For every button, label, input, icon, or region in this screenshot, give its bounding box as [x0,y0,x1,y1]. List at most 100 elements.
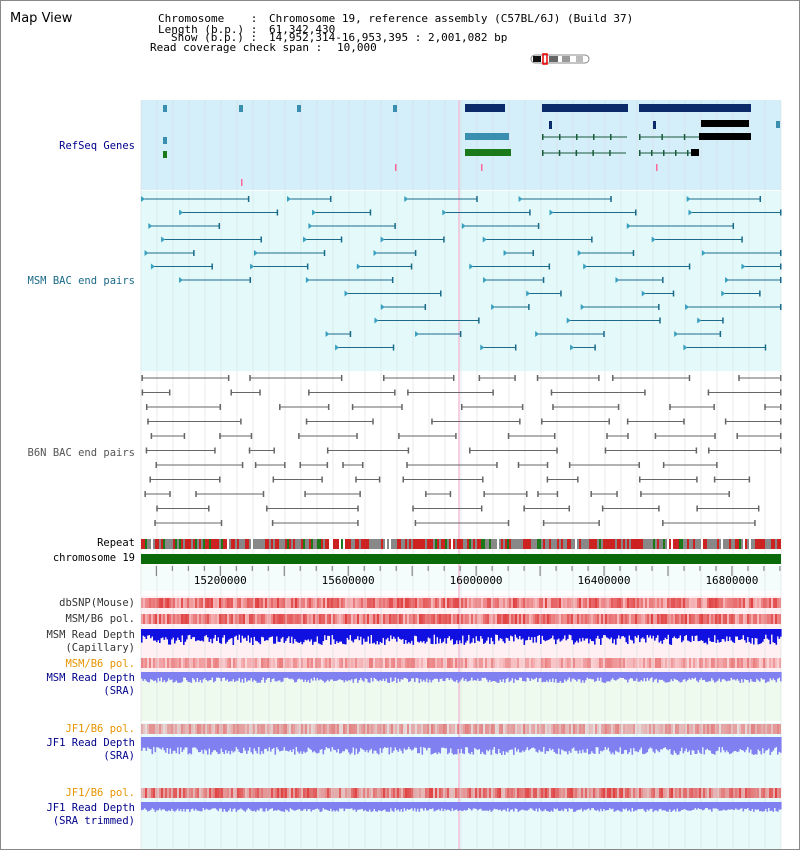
msm-capillary-depth-bar [234,629,236,637]
msm-capillary-depth-bar [490,629,493,638]
track-label-jf1-depth-sra[interactable]: JF1 Read Depth [46,737,135,749]
msm-b6-pol-heat-2 [275,658,277,668]
msm-capillary-depth-bar [640,629,643,639]
show-value: 14,952,314-16,953,395 : 2,001,082 bp [269,31,508,44]
repeat-segment [751,539,753,549]
jf1-trimmed-depth-bar [265,802,268,809]
dbsnp-heat [277,598,279,608]
jf1-b6-pol-heat [333,724,335,734]
repeat-segment [693,539,695,549]
dbsnp-heat [629,598,631,608]
track-label-b6n-bac[interactable]: B6N BAC end pairs [27,447,135,459]
jf1-trimmed-depth-bar [730,802,733,810]
track-label-msm-b6-pol-1[interactable]: MSM/B6 pol. [65,613,135,625]
jf1-trimmed-depth-bar [190,802,193,810]
track-label-jf1-b6-pol-1[interactable]: JF1/B6 pol. [65,723,135,735]
msm-sra-depth-bar [552,672,554,679]
jf1-trimmed-depth-bar [144,802,146,809]
msm-capillary-depth-bar [195,629,197,642]
track-label-repeat[interactable]: Repeat [97,537,135,549]
msm-b6-pol-heat [769,614,771,624]
jf1-sra-depth-bar [402,737,404,754]
jf1-trimmed-depth-bar [406,802,409,809]
msm-capillary-depth-bar [300,629,302,642]
dbsnp-heat [597,598,599,608]
track-label-jf1-depth-trimmed[interactable]: JF1 Read Depth [46,802,135,814]
msm-capillary-depth-bar [472,629,475,639]
track-label-refseq[interactable]: RefSeq Genes [59,140,135,152]
jf1-sra-depth-bar [660,737,662,750]
jf1-b6-pol-heat [591,724,593,734]
b6n-bac-end [262,491,265,497]
track-label-msm-bac[interactable]: MSM BAC end pairs [27,275,135,287]
track-label-dbsnp[interactable]: dbSNP(Mouse) [59,597,135,609]
msm-bac-end [732,223,735,229]
repeat-segment [703,539,705,549]
jf1-trimmed-depth-bar [285,802,287,810]
repeat-segment [719,539,721,549]
chromosome-ideogram[interactable] [529,53,593,65]
msm-b6-pol-heat-2 [543,658,545,668]
msm-b6-pol-heat-2 [277,658,279,668]
jf1-sra-depth-bar [162,737,164,748]
dbsnp-heat [275,598,277,608]
jf1-sra-depth-bar [648,737,650,749]
track-label-jf1-b6-pol-2[interactable]: JF1/B6 pol. [65,787,135,799]
msm-capillary-depth-bar [235,629,238,636]
msm-sra-depth-bar [511,672,514,679]
b6n-bac-end [695,447,698,454]
dbsnp-heat [299,598,301,608]
repeat-segment [381,539,383,549]
jf1-b6-pol-heat [387,724,389,734]
jf1-sra-depth-bar [603,737,605,751]
jf1-sra-depth-bar [204,737,206,750]
b6n-bac-end [406,462,408,468]
msm-bac-end [480,344,485,351]
msm-sra-depth-bar [754,672,757,682]
jf1-trimmed-depth-bar [502,802,505,810]
b6n-bac-end [250,433,253,439]
repeat-segment [195,539,197,549]
jf1-trimmed-depth-bar [532,802,535,811]
jf1-b6-pol-heat [707,724,709,734]
jf1-trimmed-depth-bar [516,802,518,809]
jf1-sra-depth-bar [223,737,226,755]
track-label-msm-depth-capillary[interactable]: MSM Read Depth [46,629,135,641]
msm-b6-pol-heat [355,614,357,624]
msm-capillary-depth-bar [154,629,157,641]
msm-capillary-depth-bar [333,629,335,640]
dbsnp-heat [695,598,697,608]
msm-b6-pol-heat-2 [567,658,569,668]
msm-sra-depth-bar [495,672,497,682]
msm-b6-pol-heat [301,614,303,624]
track-label-msm-b6-pol-2[interactable]: MSM/B6 pol. [65,658,135,670]
jf1-sra-depth-bar [481,737,484,752]
jf1-b6-pol-heat [357,724,359,734]
msm-bac-end [335,344,340,351]
msm-sra-depth-bar [192,672,194,678]
msm-capillary-depth-bar [580,629,583,642]
jf1-b6-pol-heat-2 [173,788,175,798]
msm-sra-depth-bar [436,672,439,679]
track-label-chromosome[interactable]: chromosome 19 [52,552,135,564]
b6n-bac-end [144,491,146,497]
jf1-b6-pol-heat [329,724,331,734]
msm-sra-depth-bar [199,672,202,680]
msm-capillary-depth-bar [748,629,751,642]
msm-sra-depth-bar [217,672,220,678]
msm-sra-depth-bar [654,672,656,680]
jf1-trimmed-depth-bar [480,802,482,809]
msm-sra-depth-bar [369,672,371,683]
dbsnp-heat [755,598,757,608]
repeat-segment [639,539,641,549]
track-label-msm-depth-sra[interactable]: MSM Read Depth [46,672,135,684]
jf1-trimmed-depth-bar [562,802,565,812]
jf1-b6-pol-heat [439,724,441,734]
jf1-trimmed-depth-bar [339,802,341,809]
jf1-b6-pol-heat [143,724,145,734]
jf1-b6-pol-heat [593,724,595,734]
jf1-trimmed-depth-bar [463,802,466,810]
msm-b6-pol-heat-2 [331,658,333,668]
jf1-sra-depth-bar [723,737,725,751]
